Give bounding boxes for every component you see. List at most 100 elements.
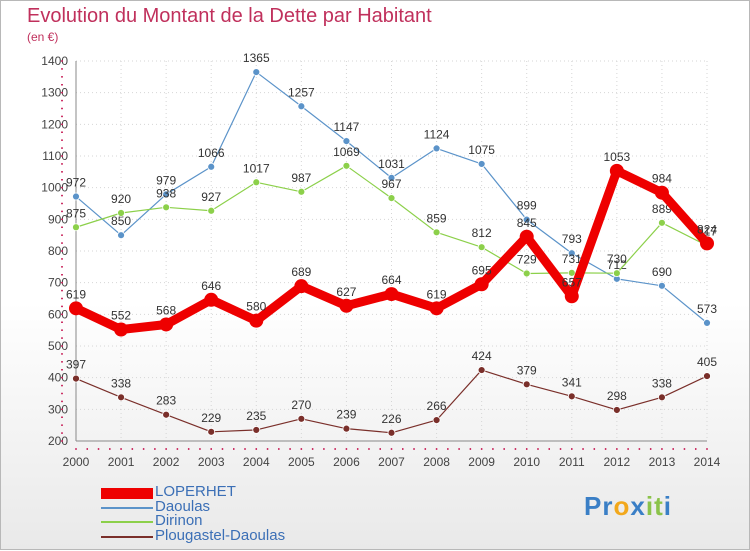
data-label: 1017 bbox=[243, 161, 270, 175]
data-label: 1031 bbox=[378, 157, 405, 171]
data-label: 695 bbox=[472, 263, 492, 277]
legend-swatch bbox=[101, 488, 153, 499]
data-point bbox=[72, 223, 80, 232]
x-tick-label: 2000 bbox=[63, 455, 90, 469]
data-label: 270 bbox=[291, 398, 311, 412]
x-axis-minor-ticks bbox=[75, 448, 708, 450]
data-point bbox=[522, 215, 531, 224]
data-point bbox=[72, 374, 80, 383]
x-tick-label: 2012 bbox=[604, 455, 631, 469]
data-point bbox=[342, 424, 351, 433]
data-point bbox=[297, 414, 306, 423]
data-point bbox=[387, 428, 396, 437]
data-label: 657 bbox=[562, 275, 582, 289]
data-label: 1124 bbox=[424, 127, 450, 141]
brand-logo-letter: i bbox=[645, 491, 655, 521]
data-label: 283 bbox=[156, 394, 176, 408]
x-tick-label: 2005 bbox=[288, 455, 315, 469]
data-point bbox=[207, 206, 216, 215]
y-tick-label: 1000 bbox=[41, 181, 68, 195]
data-label: 1257 bbox=[288, 85, 315, 99]
data-point bbox=[703, 318, 711, 327]
legend-swatch bbox=[101, 535, 153, 538]
chart-subtitle: (en €) bbox=[27, 30, 59, 44]
data-point bbox=[384, 287, 399, 302]
x-tick-label: 2006 bbox=[333, 455, 360, 469]
data-point bbox=[432, 416, 441, 425]
data-point bbox=[564, 289, 579, 304]
data-point bbox=[703, 372, 711, 380]
data-label: 568 bbox=[156, 303, 176, 317]
legend-label: LOPERHET bbox=[155, 483, 236, 500]
data-point bbox=[477, 366, 486, 374]
data-point bbox=[252, 178, 261, 187]
data-label: 573 bbox=[697, 302, 717, 316]
x-tick-label: 2011 bbox=[559, 455, 585, 469]
x-tick-label: 2014 bbox=[694, 455, 721, 469]
data-point bbox=[567, 268, 576, 277]
data-point bbox=[204, 292, 219, 307]
data-label: 664 bbox=[381, 273, 401, 287]
y-tick-label: 600 bbox=[48, 307, 68, 321]
data-label: 793 bbox=[562, 232, 582, 246]
brand-logo: Proxiti bbox=[584, 491, 672, 522]
data-label: 341 bbox=[562, 375, 582, 389]
data-point bbox=[612, 269, 621, 278]
data-point bbox=[117, 209, 125, 217]
data-label: 1365 bbox=[243, 51, 270, 65]
data-label: 424 bbox=[472, 349, 492, 363]
data-point bbox=[477, 243, 486, 252]
y-tick-label: 1200 bbox=[41, 117, 68, 131]
chart-title: Evolution du Montant de la Dette par Hab… bbox=[27, 5, 432, 27]
data-label: 899 bbox=[517, 199, 537, 213]
data-label: 845 bbox=[517, 216, 537, 230]
x-tick-label: 2009 bbox=[468, 455, 495, 469]
data-label: 972 bbox=[66, 176, 86, 190]
data-point bbox=[658, 218, 666, 227]
data-point bbox=[252, 68, 261, 76]
data-label: 580 bbox=[246, 300, 266, 314]
data-point bbox=[477, 160, 486, 168]
data-label: 298 bbox=[607, 389, 627, 403]
data-label: 859 bbox=[427, 211, 447, 225]
legend-label: Plougastel-Daoulas bbox=[155, 526, 286, 544]
data-label: 690 bbox=[652, 265, 672, 279]
y-tick-label: 400 bbox=[48, 371, 68, 385]
data-label: 984 bbox=[652, 172, 672, 186]
data-label: 338 bbox=[111, 376, 131, 390]
data-label: 875 bbox=[66, 206, 86, 220]
data-label: 552 bbox=[111, 309, 131, 323]
data-point bbox=[69, 301, 83, 316]
data-label: 1069 bbox=[333, 145, 360, 159]
data-label: 729 bbox=[517, 252, 537, 266]
legend-label: Dirinon bbox=[155, 512, 203, 529]
data-point bbox=[432, 228, 441, 237]
brand-logo-letter: o bbox=[613, 491, 631, 521]
data-label: 824 bbox=[697, 222, 717, 236]
data-label: 338 bbox=[652, 376, 672, 390]
data-label: 967 bbox=[381, 177, 401, 191]
y-tick-label: 500 bbox=[48, 339, 68, 353]
data-point bbox=[342, 137, 351, 146]
x-tick-label: 2004 bbox=[243, 455, 270, 469]
data-point bbox=[387, 173, 396, 182]
legend-swatch bbox=[101, 521, 153, 523]
data-label: 627 bbox=[336, 285, 356, 299]
data-point bbox=[522, 380, 531, 389]
data-point bbox=[432, 144, 441, 153]
y-tick-label: 300 bbox=[48, 402, 68, 416]
y-tick-label: 800 bbox=[48, 244, 68, 258]
x-tick-label: 2007 bbox=[378, 455, 405, 469]
data-point bbox=[162, 203, 171, 212]
x-tick-label: 2013 bbox=[649, 455, 676, 469]
series-plougastel-daoulas: 397 338 283 229 235 270 239 226 266 424 379 341 298 3… bbox=[66, 349, 717, 437]
data-point bbox=[658, 393, 666, 402]
data-label: 731 bbox=[562, 252, 582, 266]
y-tick-label: 700 bbox=[48, 276, 68, 290]
data-label: 235 bbox=[246, 409, 266, 423]
data-point bbox=[207, 162, 216, 171]
data-label: 1075 bbox=[468, 143, 495, 157]
data-point bbox=[72, 192, 80, 201]
